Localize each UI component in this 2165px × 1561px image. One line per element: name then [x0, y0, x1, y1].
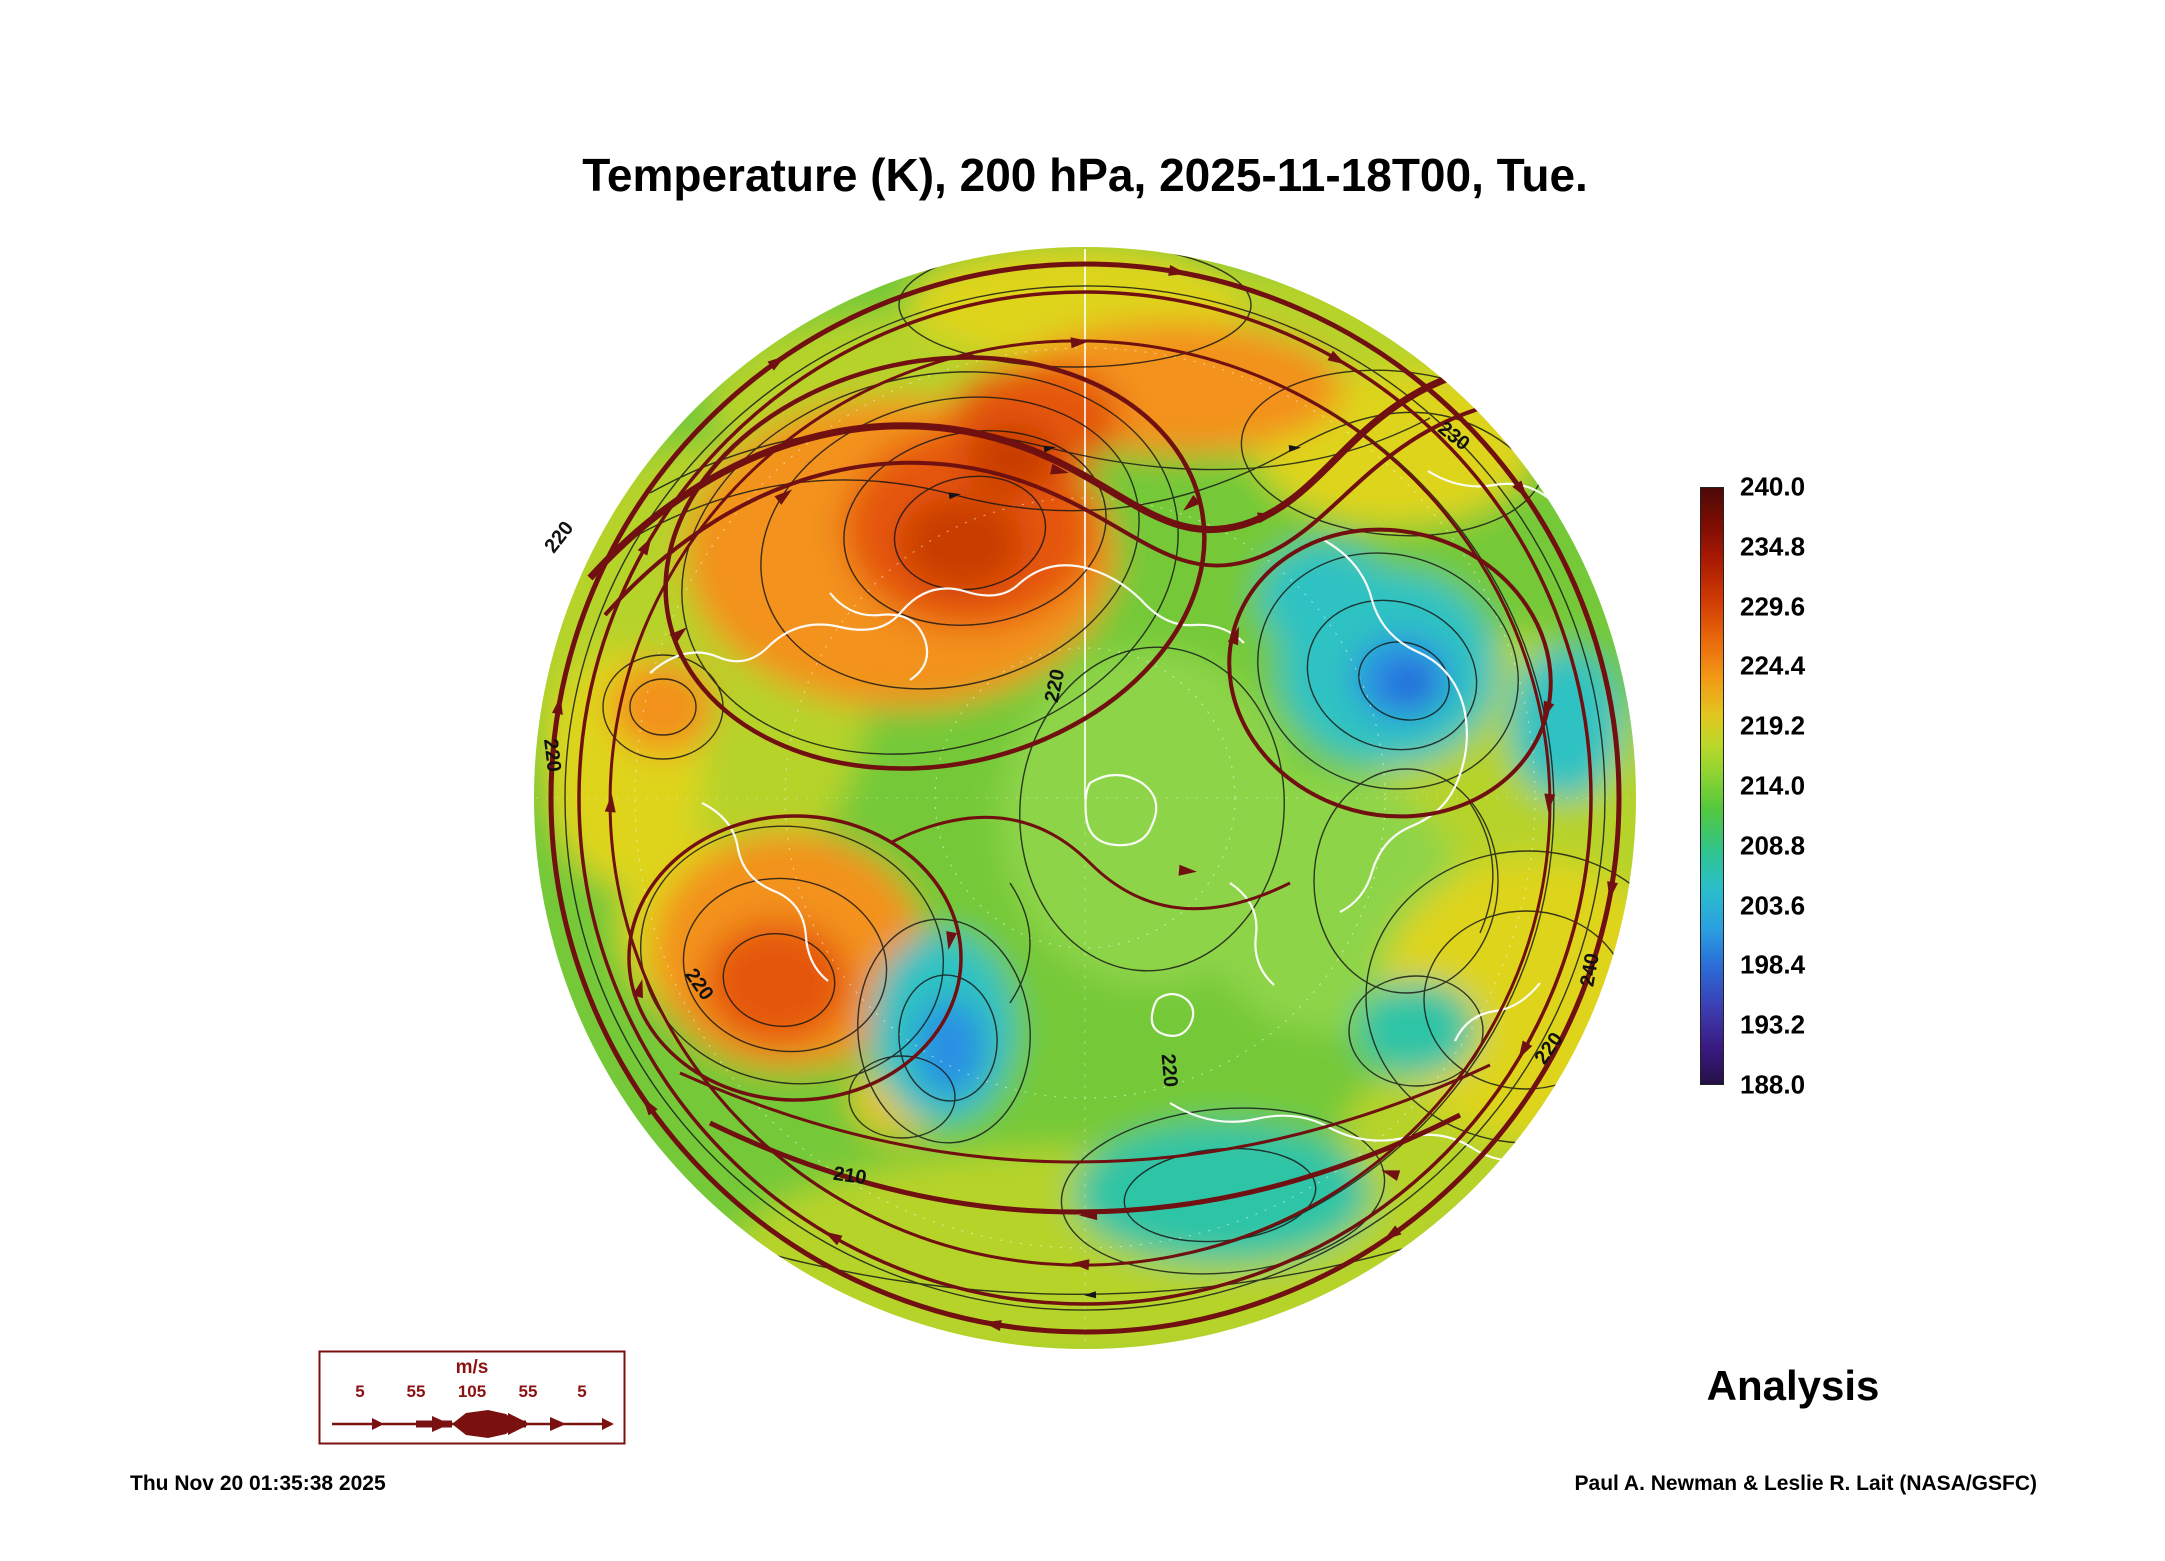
- page-title: Temperature (K), 200 hPa, 2025-11-18T00,…: [582, 149, 1588, 201]
- colorbar-tick: 234.8: [1740, 531, 1806, 562]
- contour-label: 210: [832, 1163, 868, 1189]
- analysis-label: Analysis: [1706, 1362, 1880, 1409]
- colorbar: 240.0 234.8 229.6 224.4 219.2 214.0 208.…: [1700, 472, 1880, 1100]
- colorbar-tick: 188.0: [1740, 1069, 1806, 1100]
- contour-label: 220: [540, 517, 578, 557]
- colorbar-tick: 224.4: [1740, 650, 1806, 681]
- colorbar-tick: 193.2: [1740, 1009, 1806, 1040]
- colorbar-gradient: [1700, 487, 1724, 1085]
- credit: Paul A. Newman & Leslie R. Lait (NASA/GS…: [1574, 1472, 2037, 1495]
- wind-tick-label: 5: [355, 1382, 364, 1401]
- colorbar-tick: 240.0: [1740, 471, 1806, 502]
- wind-tick-label: 105: [458, 1382, 486, 1401]
- colorbar-tick: 198.4: [1740, 949, 1806, 980]
- wind-tick-label: 55: [407, 1382, 426, 1401]
- colorbar-tick: 219.2: [1740, 710, 1806, 741]
- wind-speed-legend: m/s 5 55 105 55 5: [318, 1350, 626, 1445]
- colorbar-ticks: 240.0 234.8 229.6 224.4 219.2 214.0 208.…: [1740, 472, 1870, 1100]
- wind-tick-label: 55: [519, 1382, 538, 1401]
- wind-units-label: m/s: [456, 1357, 489, 1378]
- wind-legend-svg: m/s 5 55 105 55 5: [318, 1350, 626, 1445]
- contour-label: 220: [539, 737, 565, 773]
- colorbar-tick: 208.8: [1740, 830, 1806, 861]
- colorbar-tick: 214.0: [1740, 770, 1806, 801]
- globe-svg: 220 220 220 230 240 220 210 220 220: [534, 247, 1636, 1349]
- contour-arrowheads: [948, 445, 1301, 1299]
- globe-map: 220 220 220 230 240 220 210 220 220: [530, 243, 1640, 1353]
- wind-scale-glyph: [332, 1410, 614, 1438]
- timestamp: Thu Nov 20 01:35:38 2025: [130, 1472, 386, 1495]
- contour-label: 220: [1157, 1053, 1182, 1088]
- colorbar-tick: 203.6: [1740, 890, 1806, 921]
- wind-tick-label: 5: [577, 1382, 586, 1401]
- colorbar-tick: 229.6: [1740, 591, 1806, 622]
- wind-tick-labels: 5 55 105 55 5: [355, 1382, 586, 1401]
- wind-streamlines: [548, 261, 1622, 1335]
